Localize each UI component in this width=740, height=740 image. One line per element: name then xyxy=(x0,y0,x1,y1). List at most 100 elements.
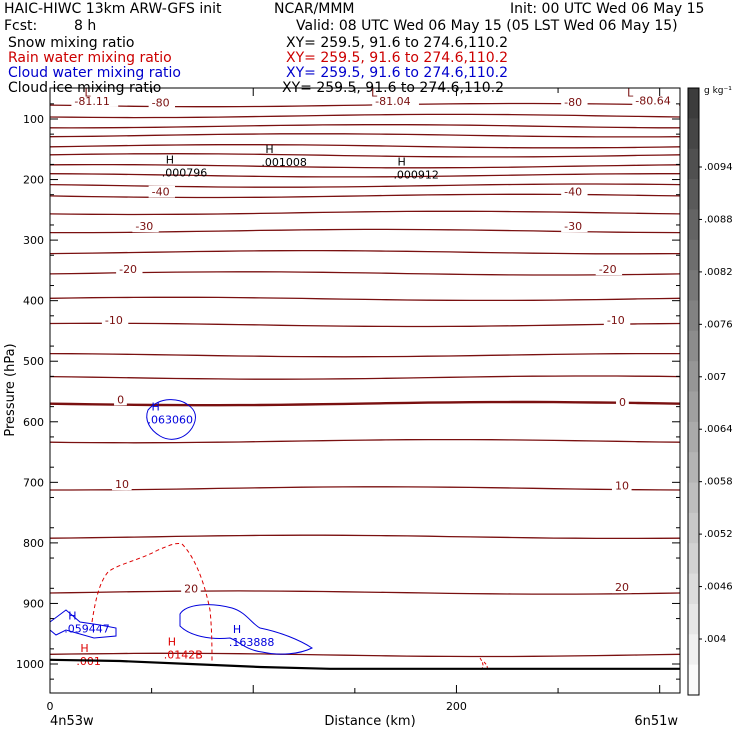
colorbar-label: .0064 xyxy=(704,424,733,435)
temperature-contour xyxy=(49,124,680,129)
temperature-contour xyxy=(49,438,681,444)
field-rain-xy: XY= 259.5, 91.6 to 274.6,110.2 xyxy=(286,50,509,66)
temperature-contour xyxy=(49,173,680,178)
snow-high-value: .000796 xyxy=(162,167,208,180)
contour-label: -80.64 xyxy=(635,94,670,107)
x-tick-label: 0 xyxy=(47,700,54,713)
temperature-contour xyxy=(49,296,681,302)
contour-label: -80 xyxy=(152,97,170,110)
valid-time: Valid: 08 UTC Wed 06 May 15 (05 LST Wed … xyxy=(296,18,678,34)
colorbar-segment xyxy=(688,239,699,271)
cloud-water-high-marker: H xyxy=(152,401,160,414)
colorbar-label: .0082 xyxy=(704,267,733,278)
colorbar-label: .007 xyxy=(704,372,726,383)
contour-label: -10 xyxy=(105,314,123,327)
y-tick-label: 400 xyxy=(23,295,44,308)
colorbar-segment xyxy=(688,573,699,605)
colorbar-segment xyxy=(688,361,699,392)
contour-label-bg xyxy=(112,478,132,491)
contour-label: 20 xyxy=(615,581,629,594)
contour-label-bg xyxy=(616,395,629,408)
plot-frame xyxy=(49,87,681,694)
fcst-label: Fcst: xyxy=(4,18,38,34)
colorbar-label: .0052 xyxy=(704,529,733,540)
y-tick-label: 300 xyxy=(23,234,44,247)
field-snow-xy: XY= 259.5, 91.6 to 274.6,110.2 xyxy=(286,35,509,51)
colorbar-label: .0094 xyxy=(704,162,733,173)
y-tick-label: 800 xyxy=(23,537,44,550)
contour-label-bg xyxy=(132,220,159,233)
y-tick-label: 700 xyxy=(23,476,44,489)
colorbar-segment xyxy=(688,512,699,544)
contour-label-bg xyxy=(114,393,127,406)
contour-label: 10 xyxy=(115,478,129,491)
y-tick-label: 600 xyxy=(23,416,44,429)
colorbar-label: .0076 xyxy=(704,319,733,330)
temperature-contour xyxy=(49,352,680,358)
rain-high-marker: H xyxy=(168,636,176,649)
contour-label: -20 xyxy=(119,263,137,276)
field-rain-name: Rain water mixing ratio xyxy=(8,50,172,66)
contour-label: 0 xyxy=(619,396,626,409)
temperature-contour xyxy=(49,144,681,149)
temperature-contour xyxy=(49,590,681,595)
contour-label: -81.04 xyxy=(375,95,410,108)
temperature-contour xyxy=(49,153,681,158)
contour-label: 10 xyxy=(615,479,629,492)
snow-high-marker: H xyxy=(166,154,174,167)
colorbar-segment xyxy=(688,209,699,241)
temperature-contour xyxy=(49,163,681,169)
temperature-contour xyxy=(49,249,681,255)
colorbar-unit: g kg⁻¹ xyxy=(704,86,732,96)
contour-label: -30 xyxy=(135,220,153,233)
rain-high-value: .0142B xyxy=(164,649,203,662)
model-title: HAIC-HIWC 13km ARW-GFS init xyxy=(4,1,222,17)
contour-label-bg xyxy=(561,96,588,109)
cloud-water-high-value: .063060 xyxy=(148,414,194,427)
x-end-label-right: 6n51w xyxy=(634,714,678,729)
colorbar: g kg⁻¹ .0094 .0088 .0082 .0076 .007 .0064 .0058… xyxy=(687,86,733,696)
temperature-contour xyxy=(50,486,681,491)
cloud-water-high-marker: H xyxy=(233,623,241,636)
low-marker: L xyxy=(85,87,92,100)
contour-label: 0 xyxy=(117,393,124,406)
contour-label-bg xyxy=(116,263,143,276)
contour-label-bg xyxy=(603,314,631,327)
contour-label-bg xyxy=(595,263,623,276)
contour-label: -20 xyxy=(599,263,617,276)
chart-annotations: -81.11 -80 -40 -30 -20 -10 0 10 20 -81.04 -80 -80.6… xyxy=(49,87,680,671)
y-tick-label: 500 xyxy=(23,355,44,368)
contour-label-bg xyxy=(101,314,129,327)
rain-water-contour xyxy=(91,543,213,663)
rain-high-value: .001 xyxy=(76,655,101,668)
low-marker: L xyxy=(627,87,634,100)
contour-label-bg xyxy=(181,582,201,595)
contour-label: -40 xyxy=(152,186,170,199)
contour-label-bg xyxy=(611,581,632,594)
cloud-water-high-marker: H xyxy=(68,609,76,622)
temperature-contour xyxy=(49,322,681,328)
contour-label: -81.11 xyxy=(74,95,109,108)
x-end-label-left: 4n53w xyxy=(50,714,94,729)
contour-label-bg xyxy=(632,94,680,107)
contour-label: 20 xyxy=(184,582,198,595)
colorbar-segment xyxy=(688,543,699,575)
colorbar-segment xyxy=(688,300,699,332)
colorbar-segment xyxy=(688,148,699,180)
contour-label-bg xyxy=(561,220,588,233)
cloud-water-contour xyxy=(146,399,196,440)
y-tick-label: 1000 xyxy=(16,658,44,671)
colorbar-segment xyxy=(688,179,699,210)
temperature-contour xyxy=(49,271,681,276)
contour-label: -10 xyxy=(607,314,625,327)
low-marker: L xyxy=(371,87,378,100)
field-snow-name: Snow mixing ratio xyxy=(8,35,135,51)
temperature-contour xyxy=(49,534,681,540)
field-cloud-water-xy: XY= 259.5, 91.6 to 274.6,110.2 xyxy=(286,65,509,81)
terrain-line xyxy=(49,658,680,670)
contour-label-bg xyxy=(71,94,119,107)
colorbar-segment xyxy=(688,452,699,484)
temperature-contour xyxy=(49,652,681,658)
